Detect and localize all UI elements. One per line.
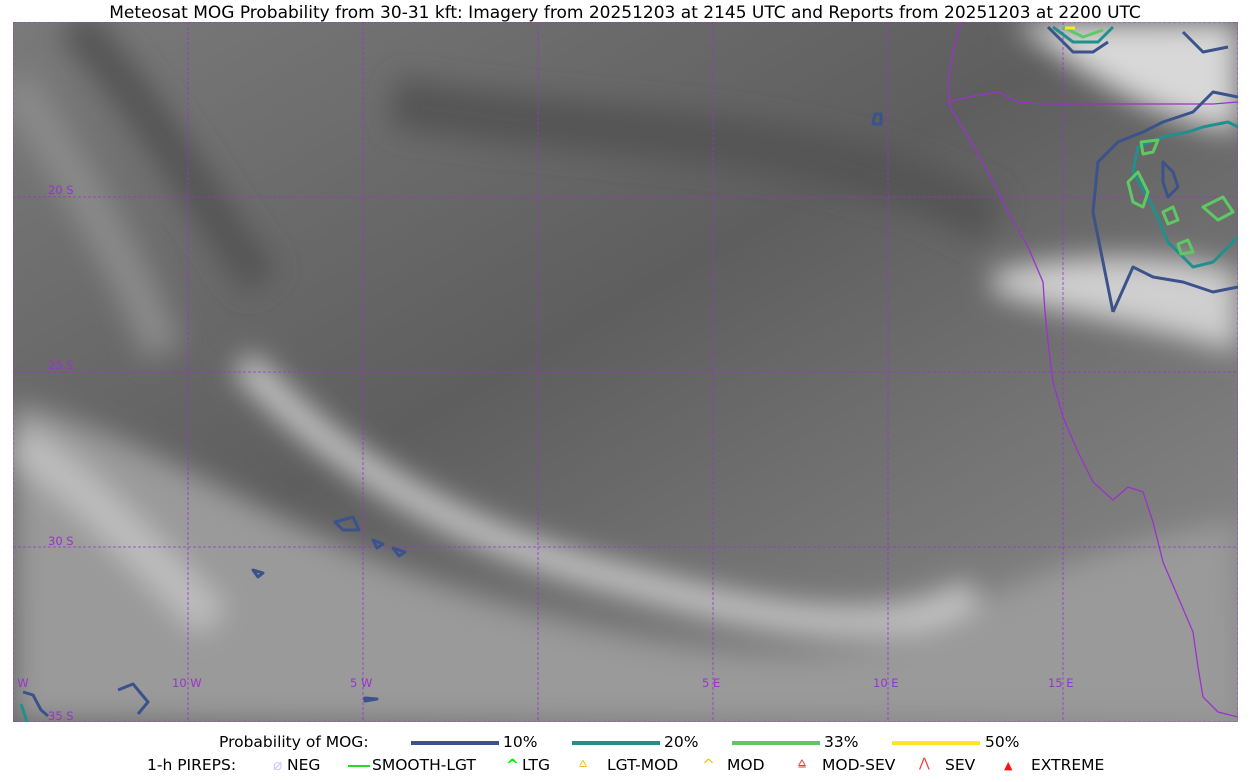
mog-probability-contours (19, 25, 1238, 722)
caret-bar-icon: ⩟ (579, 756, 587, 771)
pirep-label: LGT-MOD (607, 756, 679, 774)
lat-label: 20 S (48, 183, 74, 197)
probability-legend-title: Probability of MOG: (219, 733, 369, 751)
pirep-label: SMOOTH-LGT (372, 756, 476, 774)
coastline (947, 22, 1238, 718)
contour-33pct (1161, 205, 1180, 226)
contour-10pct (1181, 30, 1229, 54)
pirep-label: LTG (522, 756, 550, 774)
contour-10pct (333, 515, 361, 532)
contour-10pct (1161, 160, 1180, 199)
swatch-33pct (732, 741, 820, 745)
lon-label: 10 W (172, 676, 202, 690)
contour-10pct (1091, 90, 1238, 313)
level-label: 50% (985, 733, 1020, 751)
contour-10pct (1111, 265, 1238, 313)
pirep-label: MOD-SEV (822, 756, 896, 774)
pirep-label: EXTREME (1031, 756, 1105, 774)
contour-10pct (371, 538, 385, 550)
contour-10pct (363, 696, 379, 703)
swatch-10pct (411, 741, 499, 745)
contour-10pct (871, 112, 883, 126)
caret-icon: ^ (702, 756, 715, 774)
lon-label: 10 E (873, 676, 899, 690)
contour-10pct (251, 568, 265, 579)
double-caret-icon: ⋀ (919, 756, 930, 771)
pirep-label: MOD (727, 756, 765, 774)
contour-10pct (1046, 25, 1109, 54)
level-label: 33% (824, 733, 859, 751)
contour-20pct (1131, 120, 1238, 269)
pirep-label: SEV (945, 756, 976, 774)
contour-20pct (1052, 25, 1115, 44)
level-label: 20% (664, 733, 699, 751)
pirep-label: NEG (287, 756, 321, 774)
level-label: 10% (503, 733, 538, 751)
lat-label: 35 S (48, 709, 74, 722)
double-caret-bar-icon: ⩠ (798, 756, 806, 771)
contour-20pct (19, 703, 29, 722)
contour-33pct (1201, 195, 1235, 222)
lon-label: 5 E (702, 676, 720, 690)
pireps-legend-title: 1-h PIREPS: (147, 756, 237, 774)
map-title: Meteosat MOG Probability from 30-31 kft:… (109, 3, 1141, 23)
contour-33pct (1139, 138, 1160, 156)
neg-circle-icon: ⌀ (273, 756, 283, 774)
lon-label: 5 W (350, 676, 372, 690)
contour-33pct (1126, 170, 1150, 209)
lat-label: 25 S (48, 358, 74, 372)
lat-label: 30 S (48, 534, 74, 548)
lon-label: 15 E (1048, 676, 1074, 690)
line-icon (348, 765, 370, 767)
satellite-map: 15 W 10 W 5 W 5 E 10 E 15 E 20 S 25 S 30… (13, 22, 1238, 722)
swatch-50pct (892, 741, 980, 745)
caret-icon: ^ (506, 756, 519, 774)
contour-10pct (117, 682, 150, 715)
filled-triangle-icon: ▲ (1004, 759, 1013, 772)
contour-10pct (22, 690, 49, 718)
contour-33pct (1176, 238, 1195, 256)
cloud-bands (13, 22, 1238, 722)
contour-10pct (391, 546, 407, 558)
latlon-gridlines (13, 22, 1238, 722)
contour-33pct (1062, 25, 1104, 39)
grid-labels: 15 W 10 W 5 W 5 E 10 E 15 E 20 S 25 S 30… (13, 183, 1074, 722)
lon-label: 15 W (13, 676, 29, 690)
swatch-20pct (572, 741, 660, 745)
